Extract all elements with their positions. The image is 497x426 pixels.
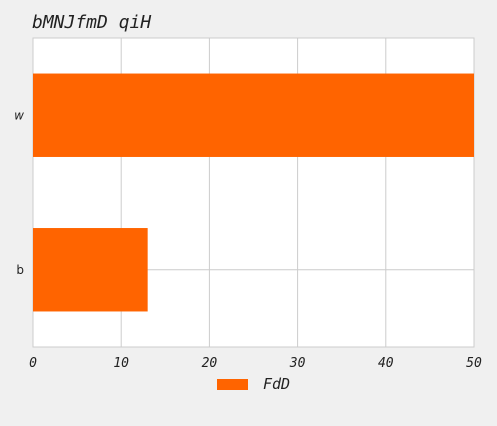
bar-w <box>33 73 474 157</box>
x-tick-label: 40 <box>378 356 394 371</box>
x-tick-label: 50 <box>466 356 482 371</box>
x-tick-label: 10 <box>113 356 129 371</box>
y-tick-label: b <box>16 263 24 277</box>
legend-swatch <box>217 379 248 390</box>
y-tick-label: w <box>14 108 24 122</box>
x-tick-label: 20 <box>202 356 218 371</box>
chart-title: bMNJfmD qiH <box>32 12 152 33</box>
legend-label: FdD <box>263 375 290 393</box>
x-tick-label: 30 <box>289 356 306 371</box>
x-tick-label: 0 <box>29 356 37 371</box>
bar-b <box>33 228 148 312</box>
